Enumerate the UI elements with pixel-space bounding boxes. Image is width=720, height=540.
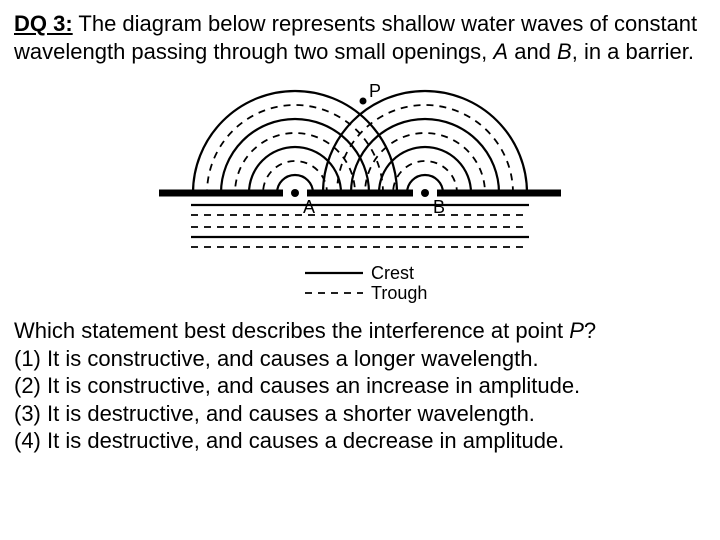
point-p: P — [569, 318, 584, 343]
option-3: (3) It is destructive, and causes a shor… — [14, 400, 706, 428]
prompt-text-1: Which statement best describes the inter… — [14, 318, 569, 343]
question-intro: DQ 3: The diagram below represents shall… — [14, 10, 706, 65]
option-4: (4) It is destructive, and causes a decr… — [14, 427, 706, 455]
prompt-text-2: ? — [584, 318, 596, 343]
question-label: DQ 3: — [14, 11, 73, 36]
intro-text-2: and — [508, 39, 557, 64]
question-prompt: Which statement best describes the inter… — [14, 317, 706, 345]
svg-text:Crest: Crest — [371, 263, 414, 283]
svg-text:P: P — [369, 81, 381, 101]
option-2: (2) It is constructive, and causes an in… — [14, 372, 706, 400]
intro-text-3: , in a barrier. — [572, 39, 694, 64]
slit-a: A — [493, 39, 508, 64]
svg-text:B: B — [433, 197, 445, 217]
option-1: (1) It is constructive, and causes a lon… — [14, 345, 706, 373]
svg-text:Trough: Trough — [371, 283, 427, 303]
wave-diagram: A B P CrestTrough — [145, 71, 575, 307]
slit-b: B — [557, 39, 572, 64]
svg-text:A: A — [303, 197, 315, 217]
